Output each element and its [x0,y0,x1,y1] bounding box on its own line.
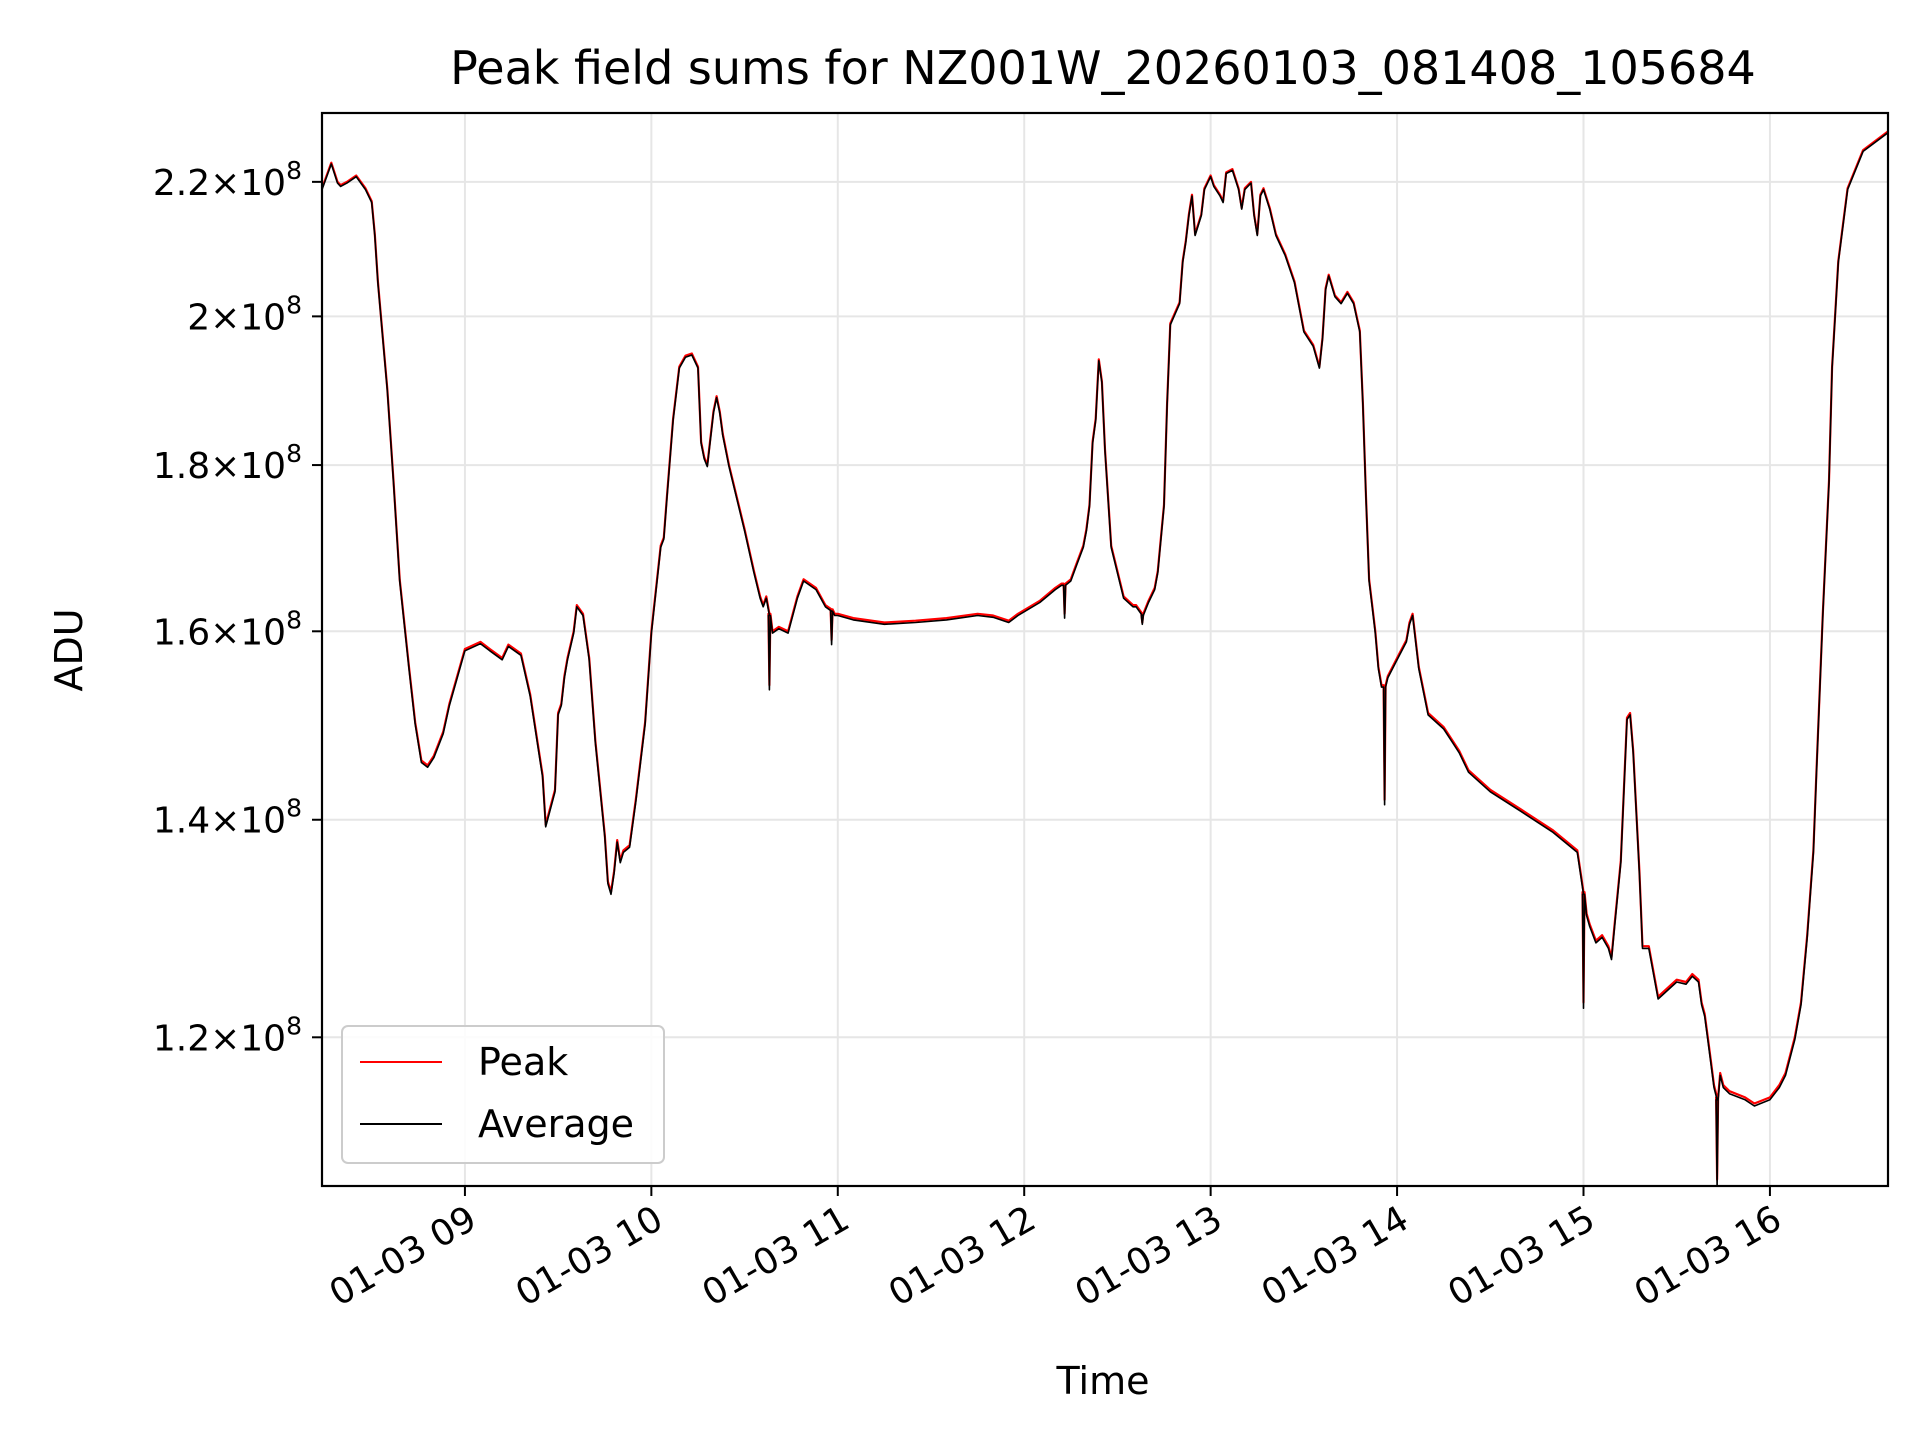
y-axis-label: ADU [47,608,91,691]
legend-box [341,1025,665,1164]
axes-frame [320,111,1890,1188]
legend: Peak Average [341,1025,665,1164]
grid [322,113,1888,1186]
legend-label: Peak [478,1040,568,1084]
y-tick-label: 1.2×108 [153,1011,302,1059]
y-tick-label: 1.8×108 [153,439,302,487]
plot-area [322,130,1888,1186]
x-axis-label: Time [1056,1359,1150,1403]
y-axis-ticks: 1.2×108 1.4×108 1.6×108 1.8×108 2×108 2.2×108 [153,156,322,1059]
y-tick-label: 1.6×108 [153,605,302,653]
y-tick-label: 2×108 [187,290,302,338]
y-tick-label: 2.2×108 [153,156,302,204]
chart-title: Peak field sums for NZ001W_20260103_0814… [450,41,1756,95]
series-line-average [322,132,1888,1186]
legend-label: Average [478,1102,634,1146]
y-tick-label: 1.4×108 [153,794,302,842]
